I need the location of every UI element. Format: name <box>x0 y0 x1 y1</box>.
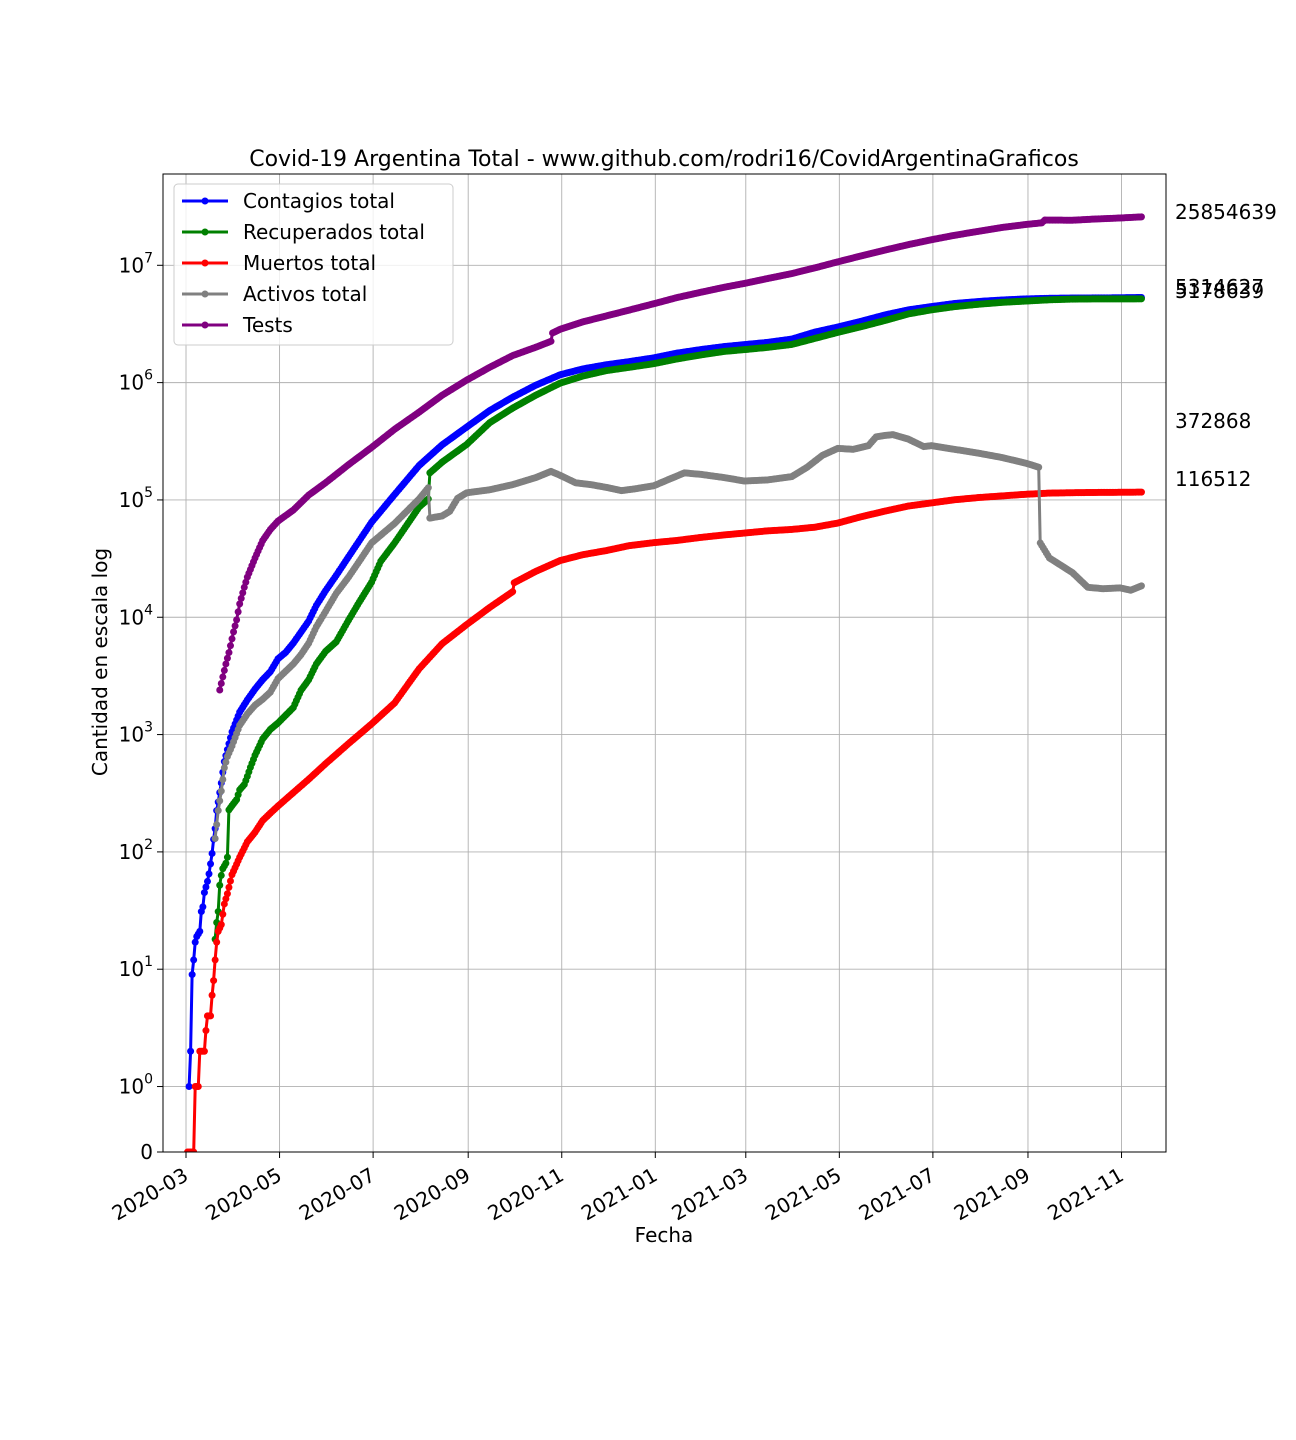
data-point <box>207 1012 215 1020</box>
data-point <box>223 654 231 662</box>
data-point <box>1137 213 1145 221</box>
data-point <box>228 635 236 643</box>
data-point <box>1137 582 1145 590</box>
series-activos-total <box>211 431 1145 843</box>
data-point <box>200 1047 208 1055</box>
legend-swatch-marker <box>201 197 209 205</box>
end-value-label: 25854639 <box>1175 200 1277 224</box>
data-point <box>217 679 225 687</box>
legend-label: Contagios total <box>243 189 395 213</box>
data-point <box>185 1083 193 1091</box>
series-tests <box>216 213 1145 694</box>
data-point <box>216 686 224 694</box>
y-tick-label: 101 <box>119 954 153 981</box>
data-point <box>216 881 224 889</box>
data-point <box>220 666 228 674</box>
data-point <box>211 835 219 843</box>
y-tick-label: 105 <box>119 485 153 512</box>
legend-swatch-marker <box>201 321 209 329</box>
data-point <box>1035 463 1043 471</box>
end-value-label: 372868 <box>1175 409 1251 433</box>
y-axis-label: Cantidad en escala log <box>88 548 112 776</box>
data-point <box>222 758 230 766</box>
data-point <box>236 600 244 608</box>
data-point <box>222 859 230 867</box>
data-point <box>237 594 245 602</box>
legend-label: Tests <box>242 313 293 337</box>
legend-label: Recuperados total <box>243 220 425 244</box>
data-point <box>424 484 432 492</box>
data-point <box>211 956 219 964</box>
y-tick-label: 107 <box>119 250 153 277</box>
data-point <box>190 1148 198 1152</box>
series-recuperados-total <box>211 295 1145 943</box>
data-point <box>222 660 230 668</box>
y-tick-label: 106 <box>119 368 153 395</box>
data-point <box>219 673 227 681</box>
axes-frame <box>162 173 1167 1153</box>
data-point <box>239 589 247 597</box>
y-tick-label: 102 <box>119 837 153 864</box>
y-tick-label: 103 <box>119 720 153 747</box>
legend-label: Muertos total <box>243 251 376 275</box>
data-point <box>230 628 238 636</box>
data-point <box>217 787 225 795</box>
legend-label: Activos total <box>243 282 367 306</box>
data-point <box>213 938 221 946</box>
data-point <box>223 890 231 898</box>
data-point <box>219 910 227 918</box>
data-point <box>1137 295 1145 303</box>
data-point <box>233 616 241 624</box>
legend: Contagios total Recuperados total Muertos … <box>173 183 454 346</box>
legend-swatch-marker <box>201 228 209 236</box>
data-point <box>216 797 224 805</box>
data-point <box>208 849 216 857</box>
series-muertos-total <box>184 488 1145 1152</box>
y-tick-label: 100 <box>119 1072 153 1099</box>
data-point <box>214 807 222 815</box>
data-point <box>194 1083 202 1091</box>
data-point <box>231 622 239 630</box>
data-point <box>188 971 196 979</box>
data-point <box>223 853 231 861</box>
data-point <box>208 991 216 999</box>
data-point <box>202 883 210 891</box>
data-point <box>226 642 234 650</box>
legend-box <box>173 183 454 346</box>
data-point <box>213 821 221 829</box>
end-value-label: 5314627 <box>1175 275 1264 299</box>
legend-swatch-marker <box>201 259 209 267</box>
data-point <box>199 903 207 911</box>
data-point <box>203 877 211 885</box>
data-point <box>210 977 218 985</box>
data-point <box>234 608 242 616</box>
data-point <box>217 871 225 879</box>
data-point <box>219 775 227 783</box>
data-point <box>202 1027 210 1035</box>
y-tick-label: 104 <box>119 602 153 629</box>
data-point <box>191 938 199 946</box>
data-point <box>226 877 234 885</box>
data-point <box>1137 488 1145 496</box>
end-value-label: 116512 <box>1175 467 1251 491</box>
legend-swatch-marker <box>201 290 209 298</box>
data-point <box>207 860 215 868</box>
data-point <box>200 889 208 897</box>
chart-title: Covid-19 Argentina Total - www.github.co… <box>249 147 1079 172</box>
data-point <box>217 921 225 929</box>
data-point <box>205 870 213 878</box>
data-point <box>225 883 233 891</box>
data-point <box>190 956 198 964</box>
data-point <box>187 1047 195 1055</box>
data-point <box>220 764 228 772</box>
data-point <box>547 337 555 345</box>
y-tick-label: 0 <box>140 1140 153 1164</box>
data-point <box>196 927 204 935</box>
end-value-label: 5178639 <box>1175 279 1264 303</box>
data-point <box>509 588 517 596</box>
x-axis-label: Fecha <box>635 1223 694 1247</box>
data-point <box>225 649 233 657</box>
